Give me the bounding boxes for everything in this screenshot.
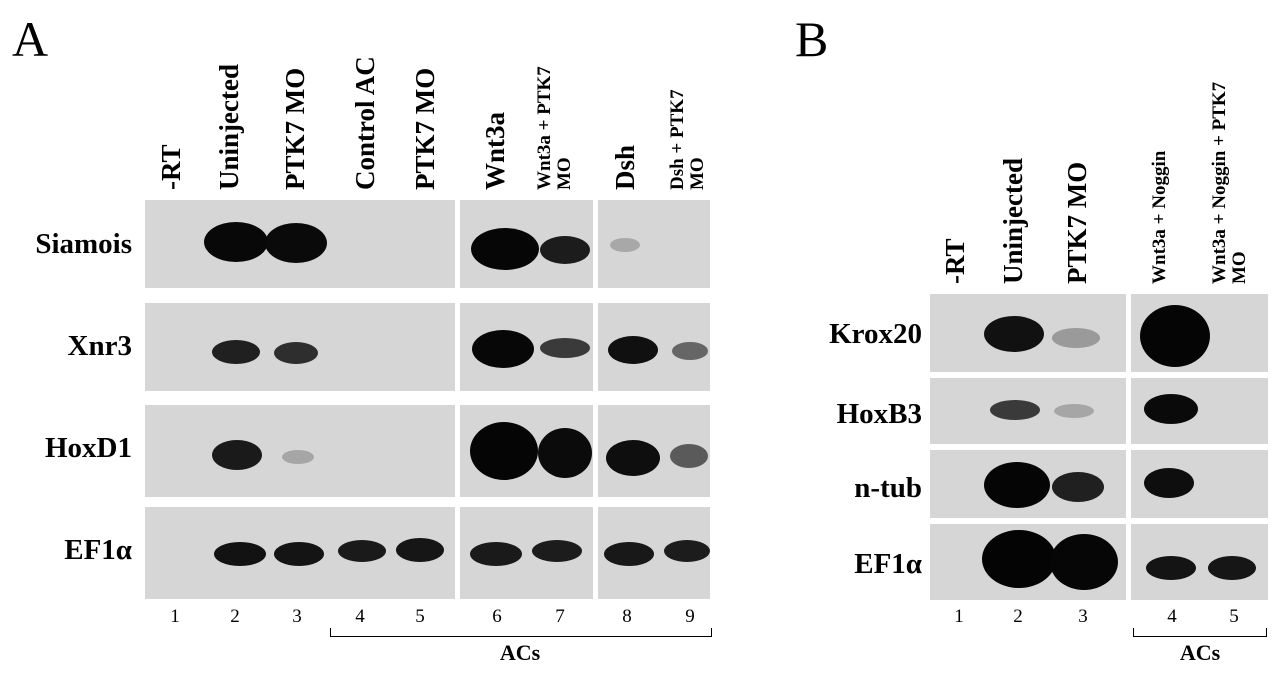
band-krox20-lane3: [1052, 328, 1100, 348]
panel-a-lane-1: 1: [170, 606, 180, 627]
panel-b-col-4-text: Wnt3a + Noggin: [1149, 150, 1170, 284]
band-xnr3-lane2: [212, 340, 260, 364]
band-siamois-lane2: [204, 222, 268, 262]
panel-b-col-4: Wnt3a + Noggin: [1149, 74, 1170, 284]
band-hoxd1-lane3: [282, 450, 314, 464]
band-hoxb3-lane4: [1144, 394, 1198, 424]
band-siamois-lane3: [265, 223, 327, 263]
panel-a-lane-4: 4: [355, 606, 365, 627]
panel-b-row-hoxb3: HoxB3: [836, 398, 922, 430]
panel-a-acs-label: ACs: [499, 640, 541, 665]
panel-b-lane-4: 4: [1167, 606, 1177, 627]
band-krox20-lane2: [984, 316, 1044, 352]
panel-a-lane-3: 3: [292, 606, 302, 627]
panel-a-col-7: Wnt3a + PTK7 MO: [534, 60, 575, 190]
band-hoxd1-lane8: [606, 440, 660, 476]
band-ntub-lane3: [1052, 472, 1104, 502]
panel-a-col-8: Dsh: [610, 144, 640, 190]
panel-a-row-siamois: Siamois: [35, 228, 132, 260]
band-hoxd1-lane2: [212, 440, 262, 470]
panel-a-col-2: Uninjected: [214, 64, 244, 190]
band-ef1a-lane9: [664, 540, 710, 562]
band-ef1a-lane2: [214, 542, 266, 566]
panel-b-lane-5: 5: [1229, 606, 1239, 627]
panel-a-col-7-text: Wnt3a + PTK7 MO: [534, 66, 575, 190]
panel-b-letter: B: [795, 11, 829, 67]
band-xnr3-lane3: [274, 342, 318, 364]
panel-a-letter: A: [12, 11, 49, 67]
band-ntub-lane4: [1144, 468, 1194, 498]
band-ef1a-lane7: [532, 540, 582, 562]
band-ef1a-b-lane2: [982, 530, 1056, 588]
panel-a-acs-bracket: [330, 628, 712, 637]
band-xnr3-lane6: [472, 330, 534, 368]
panel-a-col-6: Wnt3a: [480, 111, 510, 190]
panel-a-row-hoxd1: HoxD1: [45, 432, 132, 464]
panel-a-lane-7: 7: [555, 606, 565, 627]
panel-a-col-3: PTK7 MO: [280, 67, 310, 190]
band-ef1a-lane6: [470, 542, 522, 566]
band-ef1a-lane5: [396, 538, 444, 562]
panel-b-acs-label: ACs: [1179, 640, 1221, 665]
band-hoxd1-lane6: [470, 422, 538, 480]
panel-b-lane-3: 3: [1078, 606, 1088, 627]
panel-a-row-xnr3: Xnr3: [67, 330, 132, 362]
panel-a-lane-2: 2: [230, 606, 240, 627]
panel-a-col-1: -RT: [156, 144, 186, 190]
panel-b-acs-bracket: [1133, 628, 1267, 637]
panel-b-row-ef1a: EF1α: [854, 548, 922, 580]
panel-b-lane-2: 2: [1013, 606, 1023, 627]
band-siamois-lane7: [540, 236, 590, 264]
band-ef1a-lane8: [604, 542, 654, 566]
panel-b-col-2: Uninjected: [998, 158, 1028, 284]
panel-a-lane-9: 9: [685, 606, 695, 627]
band-ef1a-lane4: [338, 540, 386, 562]
band-hoxb3-lane3: [1054, 404, 1094, 418]
panel-b-col-5-text: Wnt3a + Noggin + PTK7 MO: [1209, 81, 1250, 284]
panel-b-col-1: -RT: [940, 238, 970, 284]
panel-a-row-ef1a: EF1α: [64, 534, 132, 566]
panel-a-lane-5: 5: [415, 606, 425, 627]
band-krox20-lane4: [1140, 305, 1210, 367]
panel-b-row-ntub: n-tub: [854, 472, 922, 504]
band-xnr3-lane8: [608, 336, 658, 364]
panel-a-lane-8: 8: [622, 606, 632, 627]
band-ntub-lane2: [984, 462, 1050, 508]
panel-b-col-3: PTK7 MO: [1062, 161, 1092, 284]
band-ef1a-b-lane3: [1050, 534, 1118, 590]
panel-b-col-5: Wnt3a + Noggin + PTK7 MO: [1209, 74, 1250, 284]
band-ef1a-lane3: [274, 542, 324, 566]
band-siamois-lane8: [610, 238, 640, 252]
panel-a-lane-6: 6: [492, 606, 502, 627]
band-siamois-lane6: [471, 228, 539, 270]
panel-a-col-5: PTK7 MO: [410, 67, 440, 190]
panel-a-col-9-text: Dsh + PTK7 MO: [667, 89, 708, 190]
band-hoxd1-lane9: [670, 444, 708, 468]
band-ef1a-b-lane4: [1146, 556, 1196, 580]
band-ef1a-b-lane5: [1208, 556, 1256, 580]
panel-b-row-krox20: Krox20: [829, 318, 922, 350]
panel-a-col-9: Dsh + PTK7 MO: [667, 60, 708, 190]
panel-b-lane-1: 1: [954, 606, 964, 627]
band-hoxb3-lane2: [990, 400, 1040, 420]
band-xnr3-lane9: [672, 342, 708, 360]
panel-a-col-4: Control AC: [350, 56, 380, 190]
band-xnr3-lane7: [540, 338, 590, 358]
band-hoxd1-lane7: [538, 428, 592, 478]
